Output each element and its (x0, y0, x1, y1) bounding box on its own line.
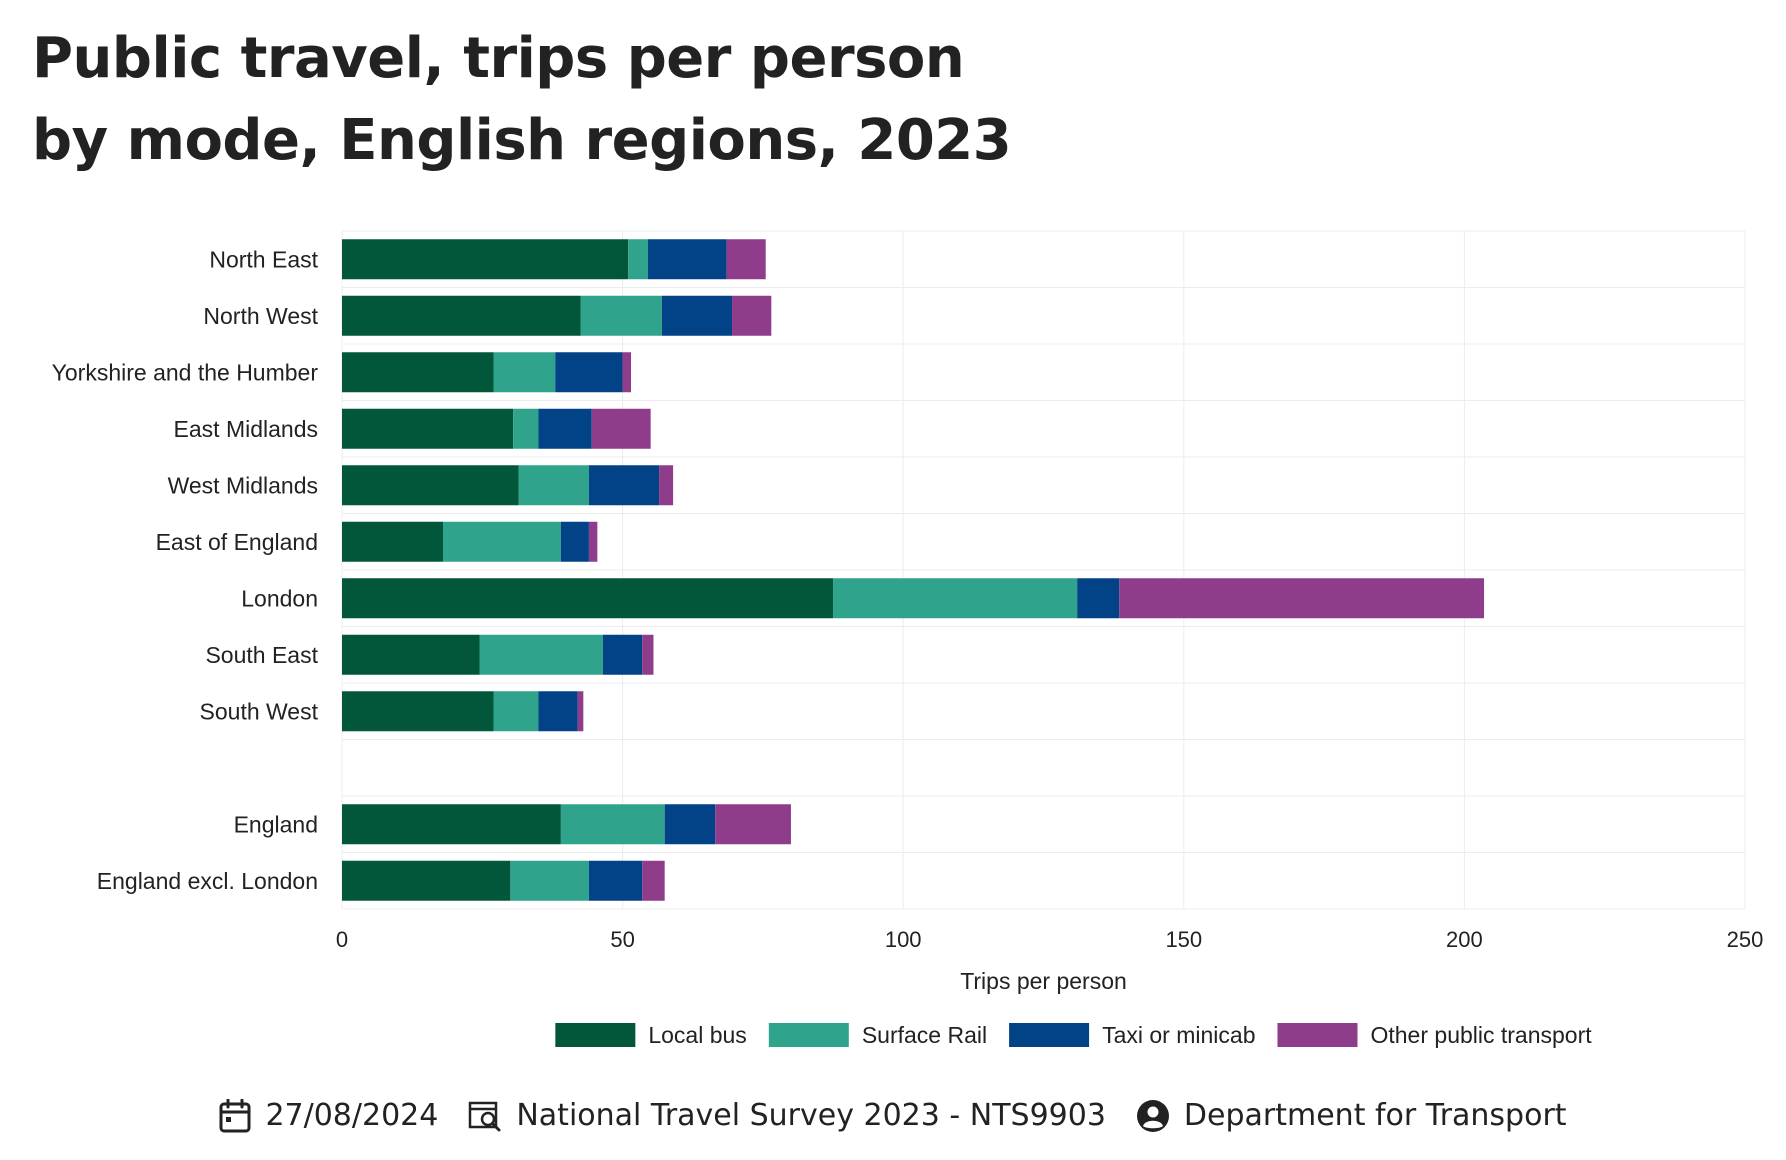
category-label-east-midlands: East Midlands (174, 416, 318, 442)
bar-england-excl-london-surface-rail (510, 860, 589, 901)
bar-england-excl-london-local-bus (342, 860, 511, 901)
bar-south-east-local-bus (342, 634, 480, 675)
category-labels: North East North West Yorkshire and the Hu… (52, 246, 319, 894)
bar-north-west-taxi-or-minicab (661, 295, 733, 336)
bar-north-west-local-bus (342, 295, 581, 336)
bar-yorkshire-and-the-humber-other-public-transport (622, 352, 632, 393)
footer-source: National Travel Survey 2023 - NTS9903 (468, 1098, 1106, 1133)
legend-label-other-public-transport: Other public transport (1370, 1022, 1592, 1048)
bar-yorkshire-and-the-humber-local-bus (342, 352, 494, 393)
category-label-west-midlands: West Midlands (168, 472, 318, 498)
bar-north-east-taxi-or-minicab (647, 239, 727, 280)
bar-england-excl-london-taxi-or-minicab (588, 860, 643, 901)
x-tick-label-200: 200 (1446, 927, 1483, 952)
bar-london-surface-rail (833, 578, 1078, 619)
bar-north-west-other-public-transport (732, 295, 772, 336)
bar-north-west-surface-rail (580, 295, 662, 336)
bar-east-of-england-other-public-transport (588, 521, 598, 562)
footer-publisher: Department for Transport (1136, 1098, 1567, 1133)
bar-east-midlands-surface-rail (513, 408, 539, 449)
legend-swatch-local-bus (555, 1023, 636, 1047)
bar-east-of-england-surface-rail (443, 521, 561, 562)
bars (342, 239, 1485, 901)
bar-england-other-public-transport (715, 804, 791, 845)
bar-yorkshire-and-the-humber-surface-rail (493, 352, 556, 393)
legend-swatch-surface-rail (768, 1023, 849, 1047)
legend-label-surface-rail: Surface Rail (862, 1022, 987, 1048)
category-label-east-of-england: East of England (156, 529, 318, 555)
x-tick-label-150: 150 (1165, 927, 1202, 952)
category-label-london: London (241, 585, 318, 611)
chart-title: Public travel, trips per person by mode,… (32, 18, 1012, 182)
bar-north-east-surface-rail (628, 239, 648, 280)
category-label-england: England (234, 811, 318, 837)
bar-england-local-bus (342, 804, 561, 845)
category-label-north-east: North East (209, 246, 318, 272)
category-label-north-west: North West (203, 303, 318, 329)
footer: 27/08/2024 National Travel Survey 2023 -… (0, 1098, 1786, 1133)
chart-title-line-2: by mode, English regions, 2023 (32, 108, 1012, 173)
bar-england-taxi-or-minicab (664, 804, 716, 845)
chart-title-line-1: Public travel, trips per person (32, 26, 965, 91)
bar-south-west-other-public-transport (577, 691, 584, 732)
bar-south-west-taxi-or-minicab (538, 691, 578, 732)
footer-date: 27/08/2024 (219, 1098, 438, 1133)
document-search-icon (468, 1099, 502, 1133)
bar-west-midlands-surface-rail (518, 465, 589, 506)
footer-source-text: National Travel Survey 2023 - NTS9903 (516, 1098, 1106, 1133)
footer-date-text: 27/08/2024 (265, 1098, 439, 1133)
bar-england-surface-rail (560, 804, 665, 845)
x-tick-label-100: 100 (885, 927, 922, 952)
bar-north-east-other-public-transport (726, 239, 766, 280)
category-label-south-west: South West (200, 698, 319, 724)
stacked-bar-chart: North East North West Yorkshire and the Hu… (52, 230, 1763, 1048)
x-axis-ticks: 0 50 100 150 200 250 (336, 927, 1763, 952)
bar-east-of-england-taxi-or-minicab (560, 521, 589, 562)
bar-south-west-surface-rail (493, 691, 539, 732)
legend-label-local-bus: Local bus (648, 1022, 746, 1048)
bar-north-east-local-bus (342, 239, 629, 280)
x-tick-label-50: 50 (610, 927, 634, 952)
footer-publisher-text: Department for Transport (1183, 1098, 1567, 1133)
calendar-icon (219, 1098, 251, 1133)
bar-east-midlands-taxi-or-minicab (538, 408, 592, 449)
bar-west-midlands-taxi-or-minicab (588, 465, 660, 506)
bar-south-west-local-bus (342, 691, 494, 732)
bar-london-other-public-transport (1119, 578, 1485, 619)
user-circle-icon (1136, 1099, 1170, 1133)
category-label-south-east: South East (205, 642, 318, 668)
bar-south-east-taxi-or-minicab (602, 634, 643, 675)
bar-south-east-other-public-transport (642, 634, 654, 675)
x-axis-title: Trips per person (960, 968, 1127, 994)
bar-england-excl-london-other-public-transport (642, 860, 665, 901)
bar-yorkshire-and-the-humber-taxi-or-minicab (555, 352, 623, 393)
gridlines (341, 230, 1746, 910)
bar-west-midlands-local-bus (342, 465, 519, 506)
category-label-england-excl-london: England excl. London (97, 868, 318, 894)
legend-label-taxi-or-minicab: Taxi or minicab (1102, 1022, 1255, 1048)
legend-swatch-taxi-or-minicab (1009, 1023, 1090, 1047)
bar-east-midlands-local-bus (342, 408, 514, 449)
bar-west-midlands-other-public-transport (659, 465, 674, 506)
legend-swatch-other-public-transport (1277, 1023, 1358, 1047)
category-label-yorkshire-and-the-humber: Yorkshire and the Humber (52, 359, 319, 385)
bar-london-local-bus (342, 578, 834, 619)
legend: Local bus Surface Rail Taxi or minicab Othe… (555, 1022, 1592, 1048)
x-tick-label-0: 0 (336, 927, 348, 952)
x-tick-label-250: 250 (1727, 927, 1764, 952)
bar-east-of-england-local-bus (342, 521, 444, 562)
bar-south-east-surface-rail (479, 634, 603, 675)
bar-east-midlands-other-public-transport (591, 408, 651, 449)
bar-london-taxi-or-minicab (1077, 578, 1120, 619)
